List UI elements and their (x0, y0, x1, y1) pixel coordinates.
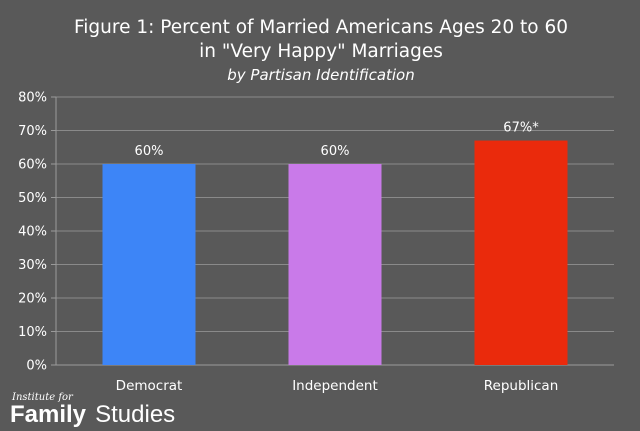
x-axis-categories: Democrat Independent Republican (116, 378, 559, 394)
y-tick-label: 40% (18, 225, 47, 240)
y-tick-label: 50% (18, 191, 47, 206)
category-label-republican: Republican (484, 378, 559, 394)
ifs-logo: Institute for Family Studies (10, 392, 175, 428)
y-tick-label: 30% (18, 258, 47, 273)
logo-wordmark: Family Studies (10, 401, 175, 428)
logo-top-text: Institute for (11, 392, 74, 403)
chart-title-line-1: Figure 1: Percent of Married Americans A… (74, 17, 568, 38)
y-tick-label: 20% (18, 292, 47, 307)
data-label-democrat: 60% (135, 144, 164, 159)
bar-republican (474, 140, 568, 365)
bar-democrat (102, 164, 196, 365)
y-tick-label: 70% (18, 124, 47, 139)
y-tick-label: 60% (18, 158, 47, 173)
chart-subtitle: by Partisan Identification (227, 66, 415, 84)
data-label-republican: 67%* (503, 121, 539, 136)
y-tick-label: 80% (18, 91, 47, 106)
bar-independent (288, 164, 382, 365)
y-tick-label: 0% (26, 359, 47, 374)
y-axis-ticks: 0% 10% 20% 30% 40% 50% 60% 70% 80% (18, 91, 57, 374)
y-tick-label: 10% (18, 325, 47, 340)
bars (102, 140, 568, 365)
chart-title: Figure 1: Percent of Married Americans A… (74, 17, 568, 62)
chart-title-line-2: in "Very Happy" Marriages (199, 41, 443, 62)
category-label-democrat: Democrat (116, 378, 183, 394)
logo-word-studies: Studies (95, 401, 175, 428)
logo-word-family: Family (10, 401, 87, 428)
data-labels: 60% 60% 67%* (135, 121, 540, 159)
category-label-independent: Independent (292, 378, 378, 394)
data-label-independent: 60% (321, 144, 350, 159)
